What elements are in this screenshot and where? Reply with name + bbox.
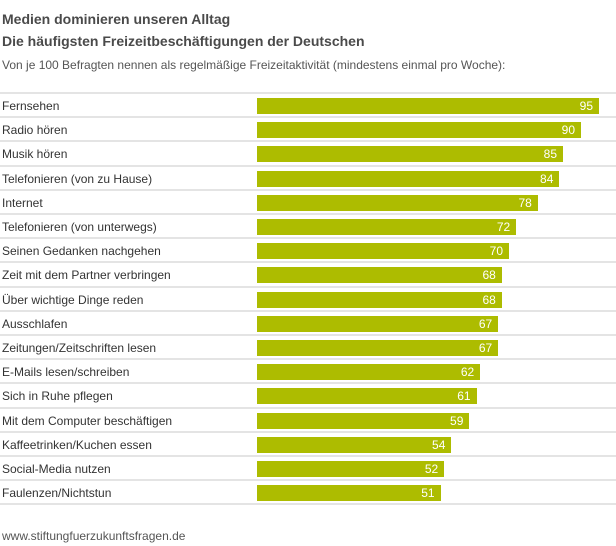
bar-row: Ausschlafen 67 bbox=[0, 312, 616, 336]
data-label: 68 bbox=[482, 292, 496, 307]
bar: 68 bbox=[257, 267, 502, 284]
data-label: 85 bbox=[543, 147, 557, 162]
data-label: 78 bbox=[518, 195, 532, 210]
bar-row: Fernsehen 95 bbox=[0, 94, 616, 118]
bar: 84 bbox=[257, 170, 560, 187]
grid-line bbox=[0, 430, 616, 433]
source-link[interactable]: www.stiftungfuerzukunftsfragen.de bbox=[2, 529, 186, 543]
category-label: Musik hören bbox=[2, 147, 68, 162]
bar: 68 bbox=[257, 291, 502, 308]
grid-line bbox=[0, 237, 616, 240]
bar: 54 bbox=[257, 436, 452, 453]
bar: 52 bbox=[257, 461, 445, 477]
data-label: 70 bbox=[489, 244, 503, 259]
bar: 62 bbox=[257, 364, 481, 381]
category-label: Ausschlafen bbox=[2, 316, 68, 331]
bar-row: Kaffeetrinken/Kuchen essen 54 bbox=[0, 433, 616, 457]
chart-title: Medien dominieren unseren Alltag bbox=[2, 11, 231, 27]
bar: 59 bbox=[257, 412, 470, 429]
data-label: 61 bbox=[457, 389, 471, 404]
category-label: Über wichtige Dinge reden bbox=[2, 292, 144, 307]
grid-line bbox=[0, 116, 616, 119]
grid-line bbox=[0, 261, 616, 264]
bar-row: Zeit mit dem Partner verbringen 68 bbox=[0, 263, 616, 287]
category-label: Zeit mit dem Partner verbringen bbox=[2, 268, 171, 283]
category-label: Telefonieren (von zu Hause) bbox=[2, 171, 153, 186]
category-label: Mit dem Computer beschäftigen bbox=[2, 413, 173, 428]
data-label: 59 bbox=[450, 413, 464, 428]
bar-row: Über wichtige Dinge reden 68 bbox=[0, 288, 616, 312]
grid-line bbox=[0, 309, 616, 312]
data-label: 90 bbox=[561, 123, 575, 138]
data-label: 54 bbox=[432, 437, 446, 452]
bar-row: Telefonieren (von zu Hause) 84 bbox=[0, 167, 616, 191]
grid-line bbox=[0, 479, 616, 482]
category-label: Sich in Ruhe pflegen bbox=[2, 389, 113, 404]
grid-line bbox=[0, 188, 616, 191]
chart-description: Von je 100 Befragten nennen als regelmäß… bbox=[2, 58, 506, 72]
category-label: Zeitungen/Zeitschriften lesen bbox=[2, 341, 157, 355]
grid-line bbox=[0, 406, 616, 409]
data-label: 68 bbox=[482, 268, 496, 283]
bar: 85 bbox=[257, 146, 563, 163]
bar: 67 bbox=[257, 340, 499, 356]
bar-row: Internet 78 bbox=[0, 191, 616, 215]
bar: 67 bbox=[257, 315, 499, 332]
grid-line bbox=[0, 455, 616, 457]
bar: 78 bbox=[257, 194, 538, 211]
category-label: Social-Media nutzen bbox=[2, 462, 111, 476]
grid-line bbox=[0, 382, 616, 385]
bar-row: E-Mails lesen/schreiben 62 bbox=[0, 360, 616, 384]
grid-line bbox=[0, 334, 616, 336]
bar: 90 bbox=[257, 122, 581, 139]
category-label: E-Mails lesen/schreiben bbox=[2, 365, 130, 380]
bar: 70 bbox=[257, 243, 509, 260]
category-label: Faulenzen/Nichtstun bbox=[2, 486, 112, 501]
bar-row: Faulenzen/Nichtstun 51 bbox=[0, 481, 616, 505]
grid-line bbox=[0, 285, 616, 288]
bar: 95 bbox=[257, 98, 599, 114]
bar-row: Social-Media nutzen 52 bbox=[0, 457, 616, 481]
bar: 51 bbox=[257, 485, 441, 502]
data-label: 52 bbox=[424, 462, 439, 476]
bar-row: Telefonieren (von unterwegs) 72 bbox=[0, 215, 616, 239]
category-label: Kaffeetrinken/Kuchen essen bbox=[2, 437, 152, 452]
grid-line bbox=[0, 92, 616, 94]
grid-line bbox=[0, 503, 616, 506]
bar-row: Mit dem Computer beschäftigen 59 bbox=[0, 409, 616, 433]
category-label: Telefonieren (von unterwegs) bbox=[2, 220, 157, 234]
data-label: 51 bbox=[421, 486, 435, 501]
data-label: 62 bbox=[460, 365, 475, 380]
grid-line bbox=[0, 140, 616, 143]
bar: 72 bbox=[257, 219, 517, 235]
chart-subtitle: Die häufigsten Freizeitbeschäftigungen d… bbox=[2, 33, 365, 49]
bar-row: Seinen Gedanken nachgehen 70 bbox=[0, 239, 616, 263]
category-label: Seinen Gedanken nachgehen bbox=[2, 244, 161, 259]
category-label: Fernsehen bbox=[2, 99, 60, 113]
data-label: 72 bbox=[496, 220, 511, 234]
bar-row: Sich in Ruhe pflegen 61 bbox=[0, 384, 616, 408]
grid-line bbox=[0, 213, 616, 215]
data-label: 84 bbox=[540, 171, 554, 186]
bar-row: Zeitungen/Zeitschriften lesen 67 bbox=[0, 336, 616, 360]
grid-line bbox=[0, 164, 616, 167]
category-label: Internet bbox=[2, 195, 43, 210]
data-label: 67 bbox=[478, 341, 493, 355]
bar-row: Radio hören 90 bbox=[0, 118, 616, 142]
grid-line bbox=[0, 358, 616, 361]
bar-row: Musik hören 85 bbox=[0, 142, 616, 166]
data-label: 95 bbox=[579, 99, 593, 113]
data-label: 67 bbox=[478, 316, 493, 331]
bar: 61 bbox=[257, 388, 477, 405]
category-label: Radio hören bbox=[2, 123, 68, 138]
